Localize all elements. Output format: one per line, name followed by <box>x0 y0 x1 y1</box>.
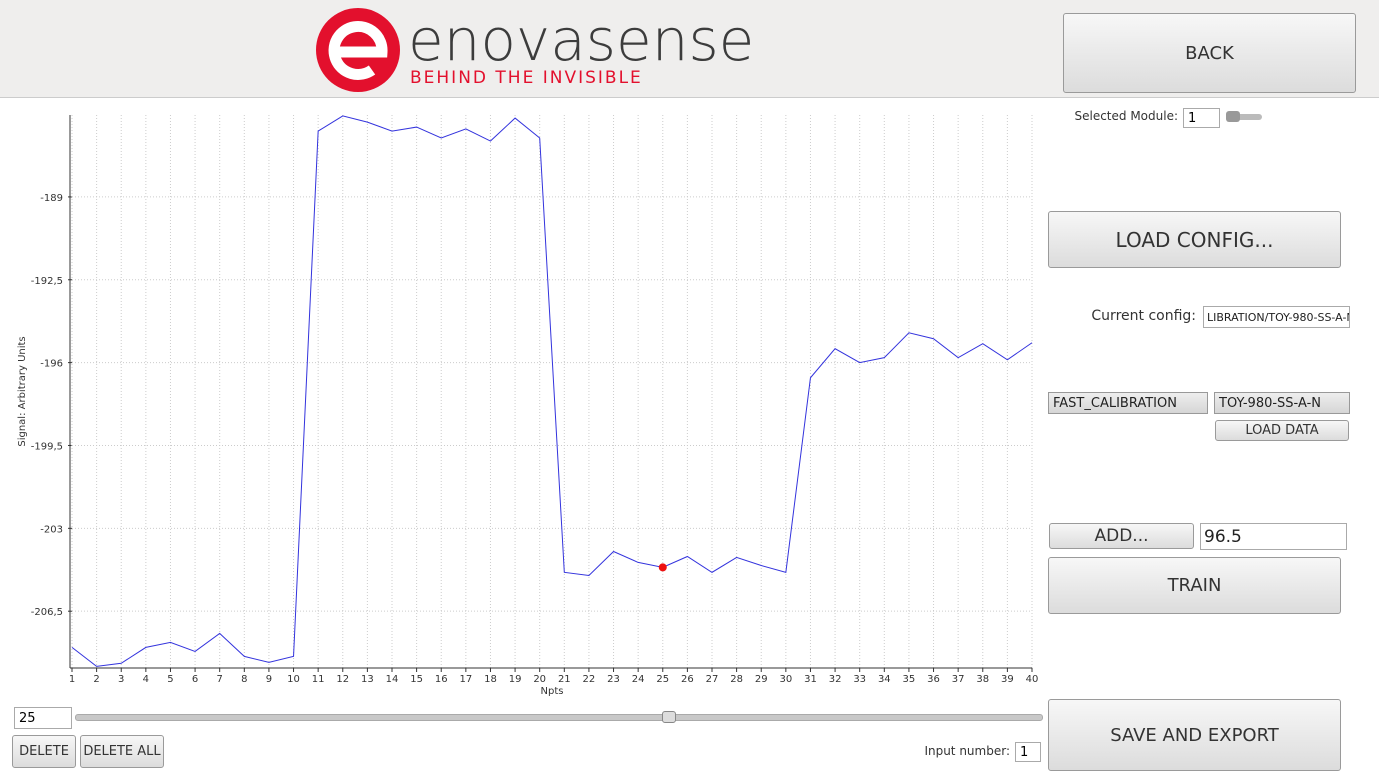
x-tick-label: 24 <box>632 674 645 685</box>
x-tick-label: 39 <box>1001 674 1014 685</box>
x-tick-label: 3 <box>118 674 124 685</box>
module-combo[interactable]: TOY-980-SS-A-N <box>1214 392 1350 414</box>
tagline: BEHIND THE INVISIBLE <box>410 68 643 88</box>
x-tick-label: 22 <box>583 674 596 685</box>
config-label: Current config: <box>1091 308 1196 324</box>
x-tick-label: 38 <box>976 674 989 685</box>
module-spin[interactable]: 1 <box>1183 108 1220 128</box>
config-field[interactable]: LIBRATION/TOY-980-SS-A-N <box>1203 306 1350 328</box>
x-tick-label: 2 <box>93 674 99 685</box>
x-tick-label: 33 <box>853 674 866 685</box>
x-tick-label: 32 <box>829 674 842 685</box>
module-label: Selected Module: <box>1074 109 1178 123</box>
selected-point <box>658 563 667 572</box>
x-tick-label: 36 <box>927 674 940 685</box>
x-tick-label: 9 <box>266 674 272 685</box>
x-tick-label: 5 <box>167 674 173 685</box>
back-button[interactable]: BACK <box>1063 13 1356 93</box>
x-tick-label: 21 <box>558 674 571 685</box>
x-tick-label: 11 <box>312 674 325 685</box>
module-slider-handle[interactable] <box>1226 111 1240 122</box>
logo: enovasense BEHIND THE INVISIBLE <box>316 6 754 92</box>
x-tick-label: 12 <box>336 674 349 685</box>
x-tick-label: 34 <box>878 674 891 685</box>
x-tick-label: 19 <box>509 674 522 685</box>
load-data-button[interactable]: LOAD DATA <box>1215 420 1349 441</box>
brand: enovasense <box>408 6 754 74</box>
save-export-button[interactable]: SAVE AND EXPORT <box>1048 699 1341 771</box>
config-combo[interactable]: FAST_CALIBRATION <box>1048 392 1208 414</box>
x-tick-label: 17 <box>459 674 472 685</box>
y-axis-label: Signal: Arbitrary Units <box>17 336 28 446</box>
x-tick-label: 28 <box>730 674 743 685</box>
x-tick-label: 40 <box>1026 674 1039 685</box>
x-tick-label: 37 <box>952 674 965 685</box>
x-tick-label: 13 <box>361 674 374 685</box>
add-field[interactable]: 96.5 <box>1200 523 1347 550</box>
x-tick-label: 29 <box>755 674 768 685</box>
delete-all-button[interactable]: DELETE ALL <box>80 735 164 768</box>
input-number-spin[interactable]: 1 <box>1015 742 1041 762</box>
x-tick-label: 35 <box>903 674 916 685</box>
x-tick-label: 10 <box>287 674 300 685</box>
x-tick-label: 4 <box>143 674 149 685</box>
x-tick-label: 20 <box>533 674 546 685</box>
module-slider[interactable] <box>1226 114 1262 120</box>
x-tick-label: 15 <box>410 674 423 685</box>
x-tick-label: 8 <box>241 674 247 685</box>
x-tick-label: 31 <box>804 674 817 685</box>
y-tick-label: -189 <box>40 193 63 204</box>
x-tick-label: 18 <box>484 674 497 685</box>
x-tick-label: 30 <box>779 674 792 685</box>
x-tick-label: 1 <box>69 674 75 685</box>
train-button[interactable]: TRAIN <box>1048 557 1341 614</box>
x-tick-label: 27 <box>706 674 719 685</box>
y-tick-label: -206,5 <box>31 607 63 618</box>
x-tick-label: 7 <box>217 674 223 685</box>
point-slider[interactable] <box>75 714 1043 721</box>
x-tick-label: 25 <box>656 674 669 685</box>
x-tick-label: 26 <box>681 674 694 685</box>
signal-line <box>71 115 1033 667</box>
logo-e <box>328 21 388 80</box>
x-tick-label: 16 <box>435 674 448 685</box>
input-number-label: Input number: <box>924 744 1010 758</box>
point-spin[interactable]: 25 <box>14 707 72 729</box>
add-button[interactable]: ADD... <box>1049 523 1194 549</box>
x-tick-label: 23 <box>607 674 620 685</box>
delete-button[interactable]: DELETE <box>12 735 76 768</box>
point-slider-handle[interactable] <box>662 711 677 723</box>
x-axis-label: Npts <box>541 686 564 697</box>
load-config-button[interactable]: LOAD CONFIG... <box>1048 211 1341 268</box>
x-tick-label: 14 <box>386 674 399 685</box>
y-tick-label: -199,5 <box>31 441 63 452</box>
x-tick-label: 6 <box>192 674 198 685</box>
y-tick-label: -196 <box>40 359 63 370</box>
y-tick-label: -203 <box>40 524 63 535</box>
y-tick-label: -192,5 <box>31 276 63 287</box>
